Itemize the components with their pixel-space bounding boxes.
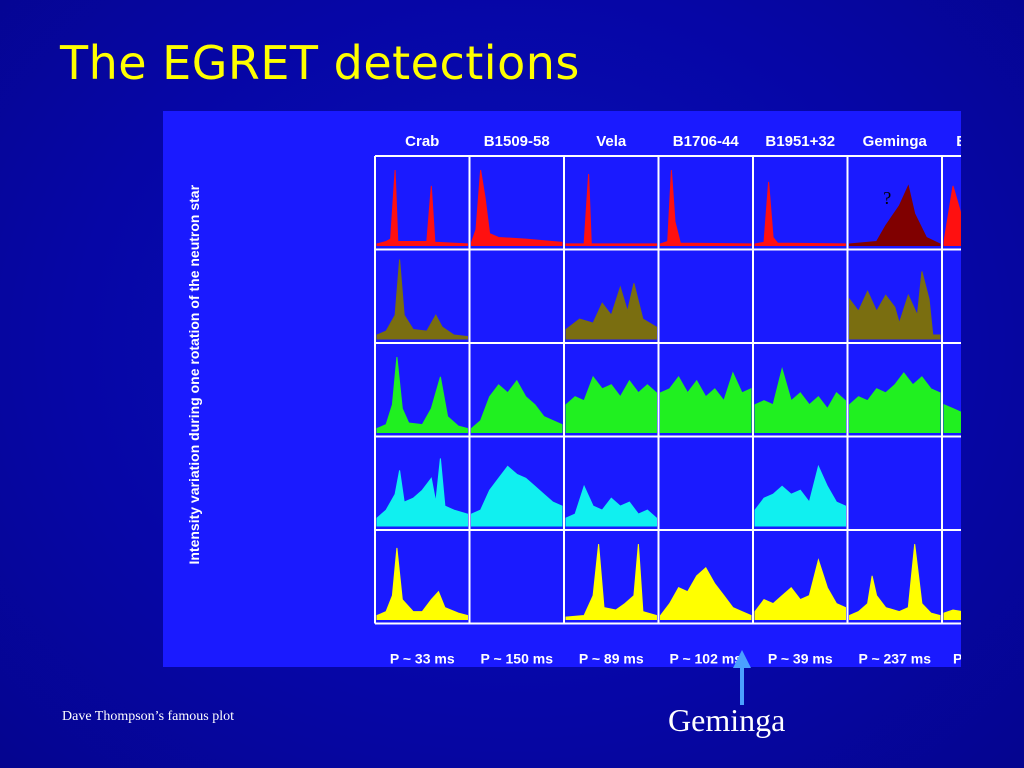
period-label-crab: P ~ 33 ms <box>390 651 455 667</box>
profile-soft-x-ray-b1055-52 <box>943 403 961 433</box>
column-header-vela: Vela <box>596 133 627 150</box>
geminga-callout-label: Geminga <box>668 702 786 738</box>
period-label-geminga: P ~ 237 ms <box>858 651 931 667</box>
profile-soft-x-ray-b1509-58 <box>471 379 563 433</box>
profile-x-ray-gamma-ray-b1509-58 <box>471 465 563 527</box>
profile-optical-geminga <box>849 271 941 340</box>
profile-hard-gamma-ray-b1055-52 <box>943 609 961 620</box>
profile-soft-x-ray-b1951-32 <box>754 366 846 433</box>
pulse-profile-chart: Crab P ~ 33 ms B1509-58 P ~ 150 ms Vela P ~ 8… <box>186 133 961 667</box>
column-header-b1055-52: B1055-52 <box>956 133 961 150</box>
profile-soft-x-ray-crab <box>376 356 468 433</box>
chart-labels: Crab P ~ 33 ms B1509-58 P ~ 150 ms Vela P ~ 8… <box>186 133 961 667</box>
column-header-b1509-58: B1509-58 <box>484 133 550 150</box>
profile-radio-vela <box>565 173 657 246</box>
profile-optical-vela <box>565 283 657 340</box>
profile-radio-geminga <box>849 184 941 246</box>
profile-radio-b1055-52 <box>943 185 961 246</box>
period-label-b1951-32: P ~ 39 ms <box>768 651 833 667</box>
period-label-b1055-52: P ~ 197 ms <box>953 651 961 667</box>
period-label-b1509-58: P ~ 150 ms <box>480 651 553 667</box>
profile-hard-gamma-ray-b1706-44 <box>660 567 752 620</box>
profile-radio-b1509-58 <box>471 169 563 246</box>
profile-hard-gamma-ray-geminga <box>849 543 941 620</box>
column-header-crab: Crab <box>405 133 439 150</box>
profile-optical-crab <box>376 259 468 340</box>
profile-x-ray-gamma-ray-vela <box>565 484 657 527</box>
profile-soft-x-ray-b1706-44 <box>660 371 752 433</box>
footnote-credit: Dave Thompson’s famous plot <box>62 709 235 724</box>
profile-radio-crab <box>376 169 468 246</box>
profile-hard-gamma-ray-b1951-32 <box>754 558 846 620</box>
profile-soft-x-ray-geminga <box>849 372 941 433</box>
profile-x-ray-gamma-ray-b1951-32 <box>754 464 846 527</box>
column-header-b1951-32: B1951+32 <box>765 133 835 150</box>
profile-hard-gamma-ray-crab <box>376 547 468 620</box>
annotation-question-mark: ? <box>883 188 891 208</box>
period-label-b1706-44: P ~ 102 ms <box>669 651 742 667</box>
column-header-geminga: Geminga <box>863 133 928 150</box>
column-header-b1706-44: B1706-44 <box>673 133 740 150</box>
profile-cells <box>374 155 961 625</box>
y-axis-label: Intensity variation during one rotation … <box>186 184 202 564</box>
profile-hard-gamma-ray-vela <box>565 543 657 620</box>
slide-title: The EGRET detections <box>60 36 580 90</box>
profile-radio-b1951-32 <box>754 181 846 246</box>
pulse-profile-figure: Crab P ~ 33 ms B1509-58 P ~ 150 ms Vela P ~ 8… <box>163 111 961 667</box>
profile-radio-b1706-44 <box>660 169 752 246</box>
profile-x-ray-gamma-ray-crab <box>376 458 468 527</box>
period-label-vela: P ~ 89 ms <box>579 651 644 667</box>
profile-soft-x-ray-vela <box>565 375 657 433</box>
